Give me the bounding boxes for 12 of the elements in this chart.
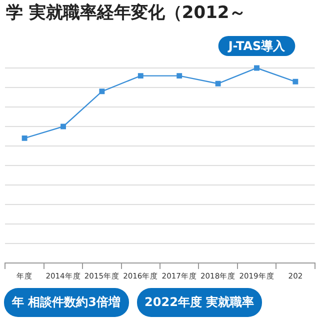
point — [60, 124, 66, 130]
chart-title: 学 実就職率経年変化（2012～ — [5, 2, 248, 25]
point — [292, 78, 298, 84]
point — [176, 73, 182, 79]
point — [254, 65, 260, 71]
point — [22, 135, 28, 141]
point — [138, 73, 144, 79]
point — [99, 88, 105, 94]
point — [215, 80, 221, 86]
annotation: J-TAS導入 — [227, 39, 286, 54]
text: 2022年度 実就職率 — [136, 288, 262, 317]
text: 年 相談件数約3倍増 — [4, 288, 129, 317]
